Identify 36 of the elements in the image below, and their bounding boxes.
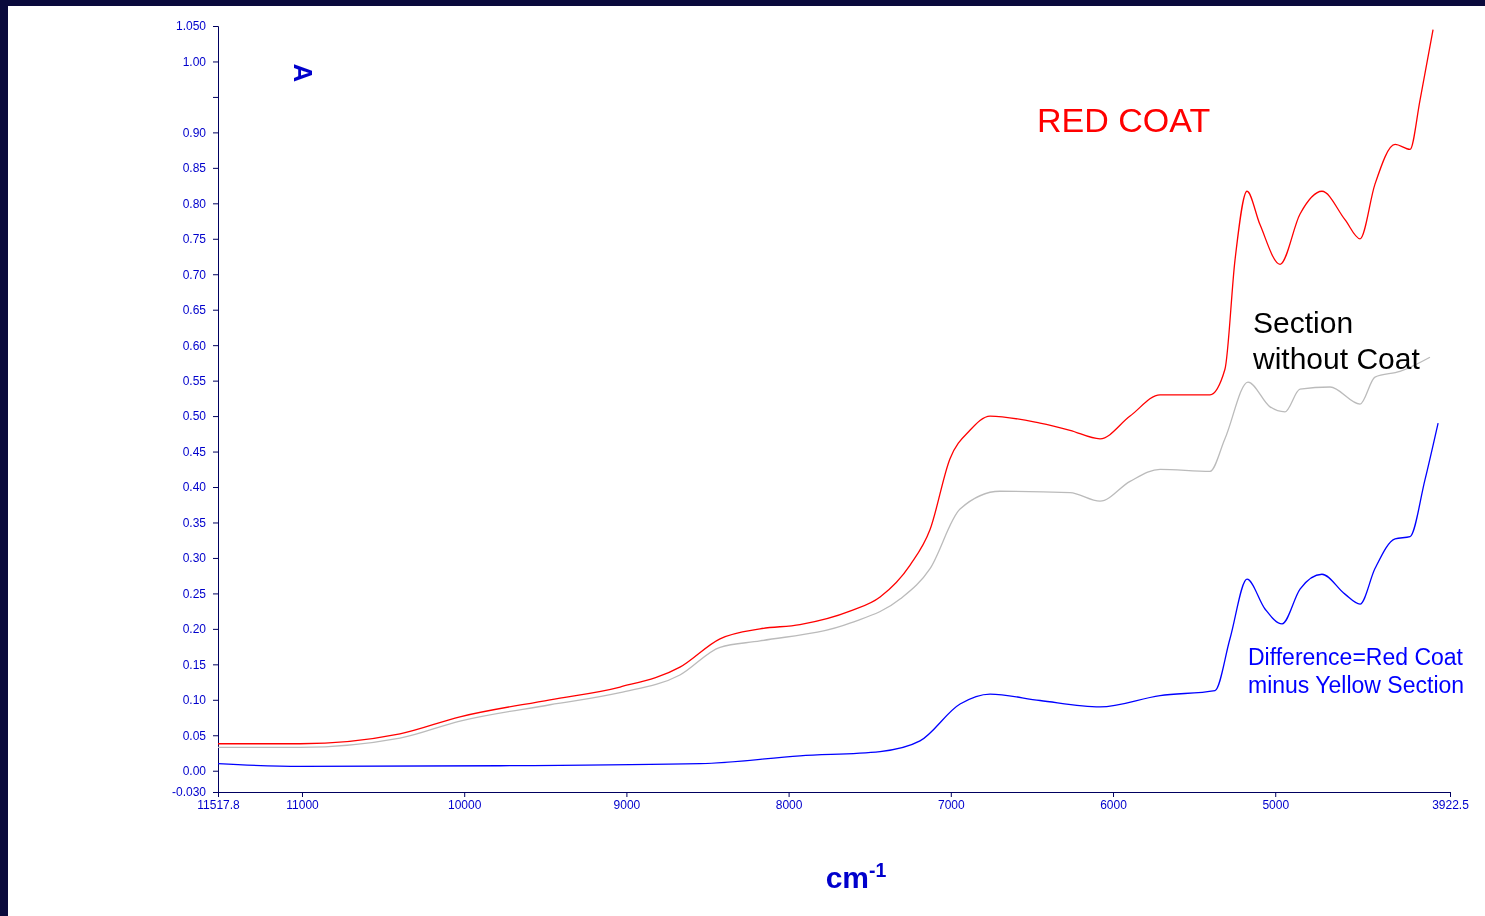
y-tick-label: 0.85	[182, 161, 207, 176]
x-tick-label: 10000	[448, 797, 482, 812]
x-tick-label: 7000	[937, 797, 965, 812]
x-tick-label: 6000	[1100, 797, 1128, 812]
y-tick-label: 0.50	[182, 409, 207, 424]
x-tick-label: 9000	[613, 797, 641, 812]
y-tick-label: 0.70	[182, 267, 207, 282]
y-tick-label: 0.60	[182, 338, 207, 353]
y-tick-label: 0.25	[182, 586, 207, 601]
x-axis-title: cm$^{-1}$	[825, 859, 887, 894]
y-tick-label: 0.75	[182, 232, 207, 247]
series-label: RED COAT	[1037, 101, 1211, 139]
y-axis-title: A	[288, 63, 318, 83]
y-tick-label: 0.30	[182, 551, 207, 566]
y-tick-label: 0.40	[182, 480, 207, 495]
y-tick-label: 0.05	[182, 728, 207, 743]
y-tick-label: 1.00	[182, 54, 207, 69]
x-tick-label: 11000	[286, 797, 320, 812]
y-tick-label: 0.20	[182, 622, 207, 637]
y-tick-label: 0.45	[182, 444, 207, 459]
y-tick-label: 0.00	[182, 764, 207, 779]
x-tick-label: 3922.5	[1432, 797, 1470, 812]
series-label: Section without Coat	[1252, 306, 1421, 375]
y-tick-label: 0.80	[182, 196, 207, 211]
y-tick-label: 0.65	[182, 303, 207, 318]
x-tick-label: 5000	[1262, 797, 1290, 812]
y-tick-label: 0.35	[182, 515, 207, 530]
x-tick-label: 11517.8	[197, 797, 241, 812]
y-tick-label: 0.15	[182, 657, 207, 672]
series-label: Difference=Red Coat minus Yellow Section	[1248, 644, 1465, 698]
y-tick-label: 0.55	[182, 373, 207, 388]
y-tick-label: 0.90	[182, 125, 207, 140]
x-tick-label: 8000	[775, 797, 803, 812]
y-tick-label: 0.10	[182, 693, 207, 708]
y-tick-label: 1.050	[175, 19, 207, 34]
y-tick-label: -0.030	[171, 785, 207, 800]
